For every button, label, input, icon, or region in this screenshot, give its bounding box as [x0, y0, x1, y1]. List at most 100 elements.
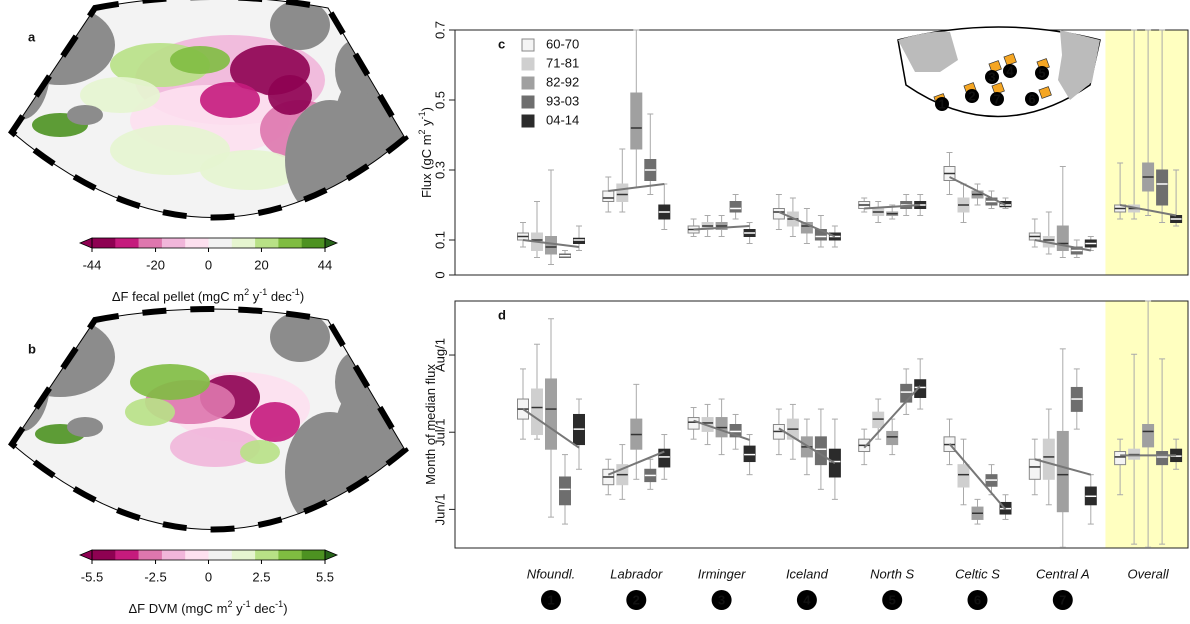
colorbar-bin [92, 550, 116, 560]
superscript: -1 [292, 287, 300, 297]
colorbar-bin [185, 550, 209, 560]
inset-land [1058, 30, 1100, 100]
colorbar-bin [139, 238, 163, 248]
x-tick-label: North S [870, 566, 914, 581]
label-part: ΔF DVM (mgC m [128, 601, 227, 616]
region-number: 2 [633, 592, 640, 607]
colorbar-bin [162, 238, 186, 248]
land [67, 417, 103, 437]
box [1157, 452, 1168, 465]
land [335, 352, 375, 412]
legend-swatch [522, 77, 534, 89]
land [270, 0, 330, 50]
y-axis-label: Month of median flux [423, 364, 438, 485]
map-field [125, 398, 175, 426]
legend-label: 60-70 [546, 36, 579, 51]
colorbar-bin [232, 550, 256, 560]
x-tick-label: Iceland [786, 566, 829, 581]
colorbar-tick-label: 5.5 [316, 569, 334, 584]
y-axis-label: Flux (gC m2 y-1) [417, 107, 434, 198]
colorbar-bin [162, 550, 186, 560]
colorbar-bin [209, 238, 233, 248]
land [5, 5, 115, 85]
box [887, 431, 898, 444]
panel-letter: d [498, 307, 506, 322]
map-field [250, 402, 300, 442]
colorbar-bin [232, 238, 256, 248]
colorbar-bin [255, 238, 279, 248]
box [617, 184, 628, 202]
colorbar-bin [278, 550, 302, 560]
box [1115, 452, 1126, 465]
colorbar-tick-label: -2.5 [144, 569, 166, 584]
label-part: dec [251, 601, 276, 616]
panel-letter: c [498, 36, 505, 51]
box [815, 437, 826, 465]
legend-swatch [522, 39, 534, 51]
colorbar-label: ΔF DVM (mgC m2 y-1 dec-1) [128, 599, 287, 616]
colorbar-tick-label: 0 [205, 257, 212, 272]
label-part: y [232, 601, 243, 616]
colorbar-label: ΔF fecal pellet (mgC m2 y-1 dec-1) [112, 287, 304, 304]
region-number: 6 [1028, 91, 1035, 106]
colorbar-bin [115, 550, 139, 560]
box [1157, 170, 1168, 205]
colorbar-tick-label: 0 [205, 569, 212, 584]
colorbar-bin [302, 238, 326, 248]
label-part: Month of median flux [423, 364, 438, 485]
region-number: 2 [968, 88, 975, 103]
label-part: ΔF fecal pellet (mgC m [112, 289, 244, 304]
x-tick-label: Celtic S [955, 566, 1000, 581]
colorbar-bin [255, 550, 279, 560]
box [532, 389, 543, 435]
superscript: -1 [243, 599, 251, 609]
x-tick-label: Irminger [698, 566, 746, 581]
colorbar-bin [278, 238, 302, 248]
y-tick-label: 0.3 [432, 161, 447, 179]
box [958, 465, 969, 487]
region-number: 4 [1006, 63, 1014, 78]
y-tick-label: Jun/1 [432, 494, 447, 526]
colorbar-end [325, 238, 337, 248]
label-part: ) [300, 289, 304, 304]
legend-label: 71-81 [546, 55, 579, 70]
label-part: y [249, 289, 260, 304]
figure: a-44-2002044ΔF fecal pellet (mgC m2 y-1 … [0, 0, 1190, 624]
label-part: ) [283, 601, 287, 616]
legend-swatch [522, 115, 534, 127]
region-number: 1 [938, 96, 945, 111]
box [1057, 431, 1068, 511]
box [744, 446, 755, 461]
legend-label: 82-92 [546, 74, 579, 89]
label-part: dec [267, 289, 292, 304]
highlight-band [1105, 30, 1188, 275]
colorbar-bin [92, 238, 116, 248]
colorbar-tick-label: -20 [146, 257, 165, 272]
box [603, 191, 614, 202]
colorbar-end [80, 238, 92, 248]
box [901, 384, 912, 402]
region-number: 3 [988, 69, 995, 84]
map [0, 0, 405, 220]
x-tick-label: Nfoundl. [527, 566, 575, 581]
superscript: -1 [417, 111, 427, 119]
colorbar-bin [139, 550, 163, 560]
region-number: 6 [974, 592, 981, 607]
map-field [200, 150, 300, 190]
box [1143, 425, 1154, 447]
land [270, 312, 330, 362]
label-part: y [419, 119, 434, 130]
colorbar-end [80, 550, 92, 560]
map-field [200, 82, 260, 118]
y-tick-label: 0 [432, 271, 447, 278]
region-number: 4 [803, 592, 811, 607]
box [688, 418, 699, 430]
region-number: 3 [718, 592, 725, 607]
colorbar-bin [185, 238, 209, 248]
land [67, 105, 103, 125]
legend-swatch [522, 96, 534, 108]
box [1043, 439, 1054, 479]
map-field [130, 364, 210, 400]
colorbar-bin [209, 550, 233, 560]
land [5, 317, 115, 397]
